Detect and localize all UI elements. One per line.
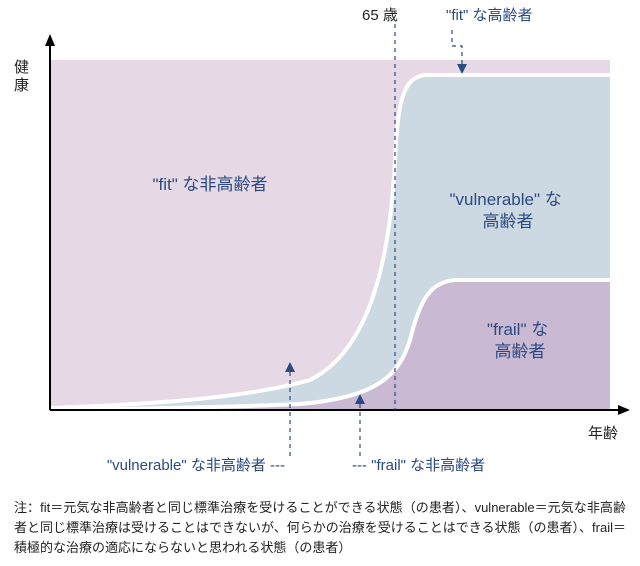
x-axis-arrow (618, 405, 630, 415)
label-fit-nonelderly: "fit" な非高齢者 (152, 175, 267, 194)
annot-vulnerable-nonelderly: "vulnerable" な非高齢者 --- (107, 457, 285, 474)
annot-fit-elderly: "fit" な高齢者 (446, 7, 533, 24)
annot-frail-nonelderly: --- "frail" な非高齢者 (352, 457, 485, 474)
x-axis-label: 年齢 (588, 425, 618, 442)
y-axis-label-2: 康 (14, 77, 29, 94)
footnote: 注：fit＝元気な非高齢者と同じ標準治療を受けることができる状態（の患者）、vu… (14, 498, 626, 558)
divider-65-label: 65 歳 (362, 7, 398, 24)
y-axis-arrow (45, 34, 55, 46)
figure-container: 健 康 年齢 65 歳 "fit" な高齢者 "fit" な非高齢者 "vuln… (0, 0, 640, 566)
diagram-svg: 健 康 年齢 65 歳 "fit" な高齢者 "fit" な非高齢者 "vuln… (0, 0, 640, 480)
y-axis-label: 健 (14, 59, 29, 76)
